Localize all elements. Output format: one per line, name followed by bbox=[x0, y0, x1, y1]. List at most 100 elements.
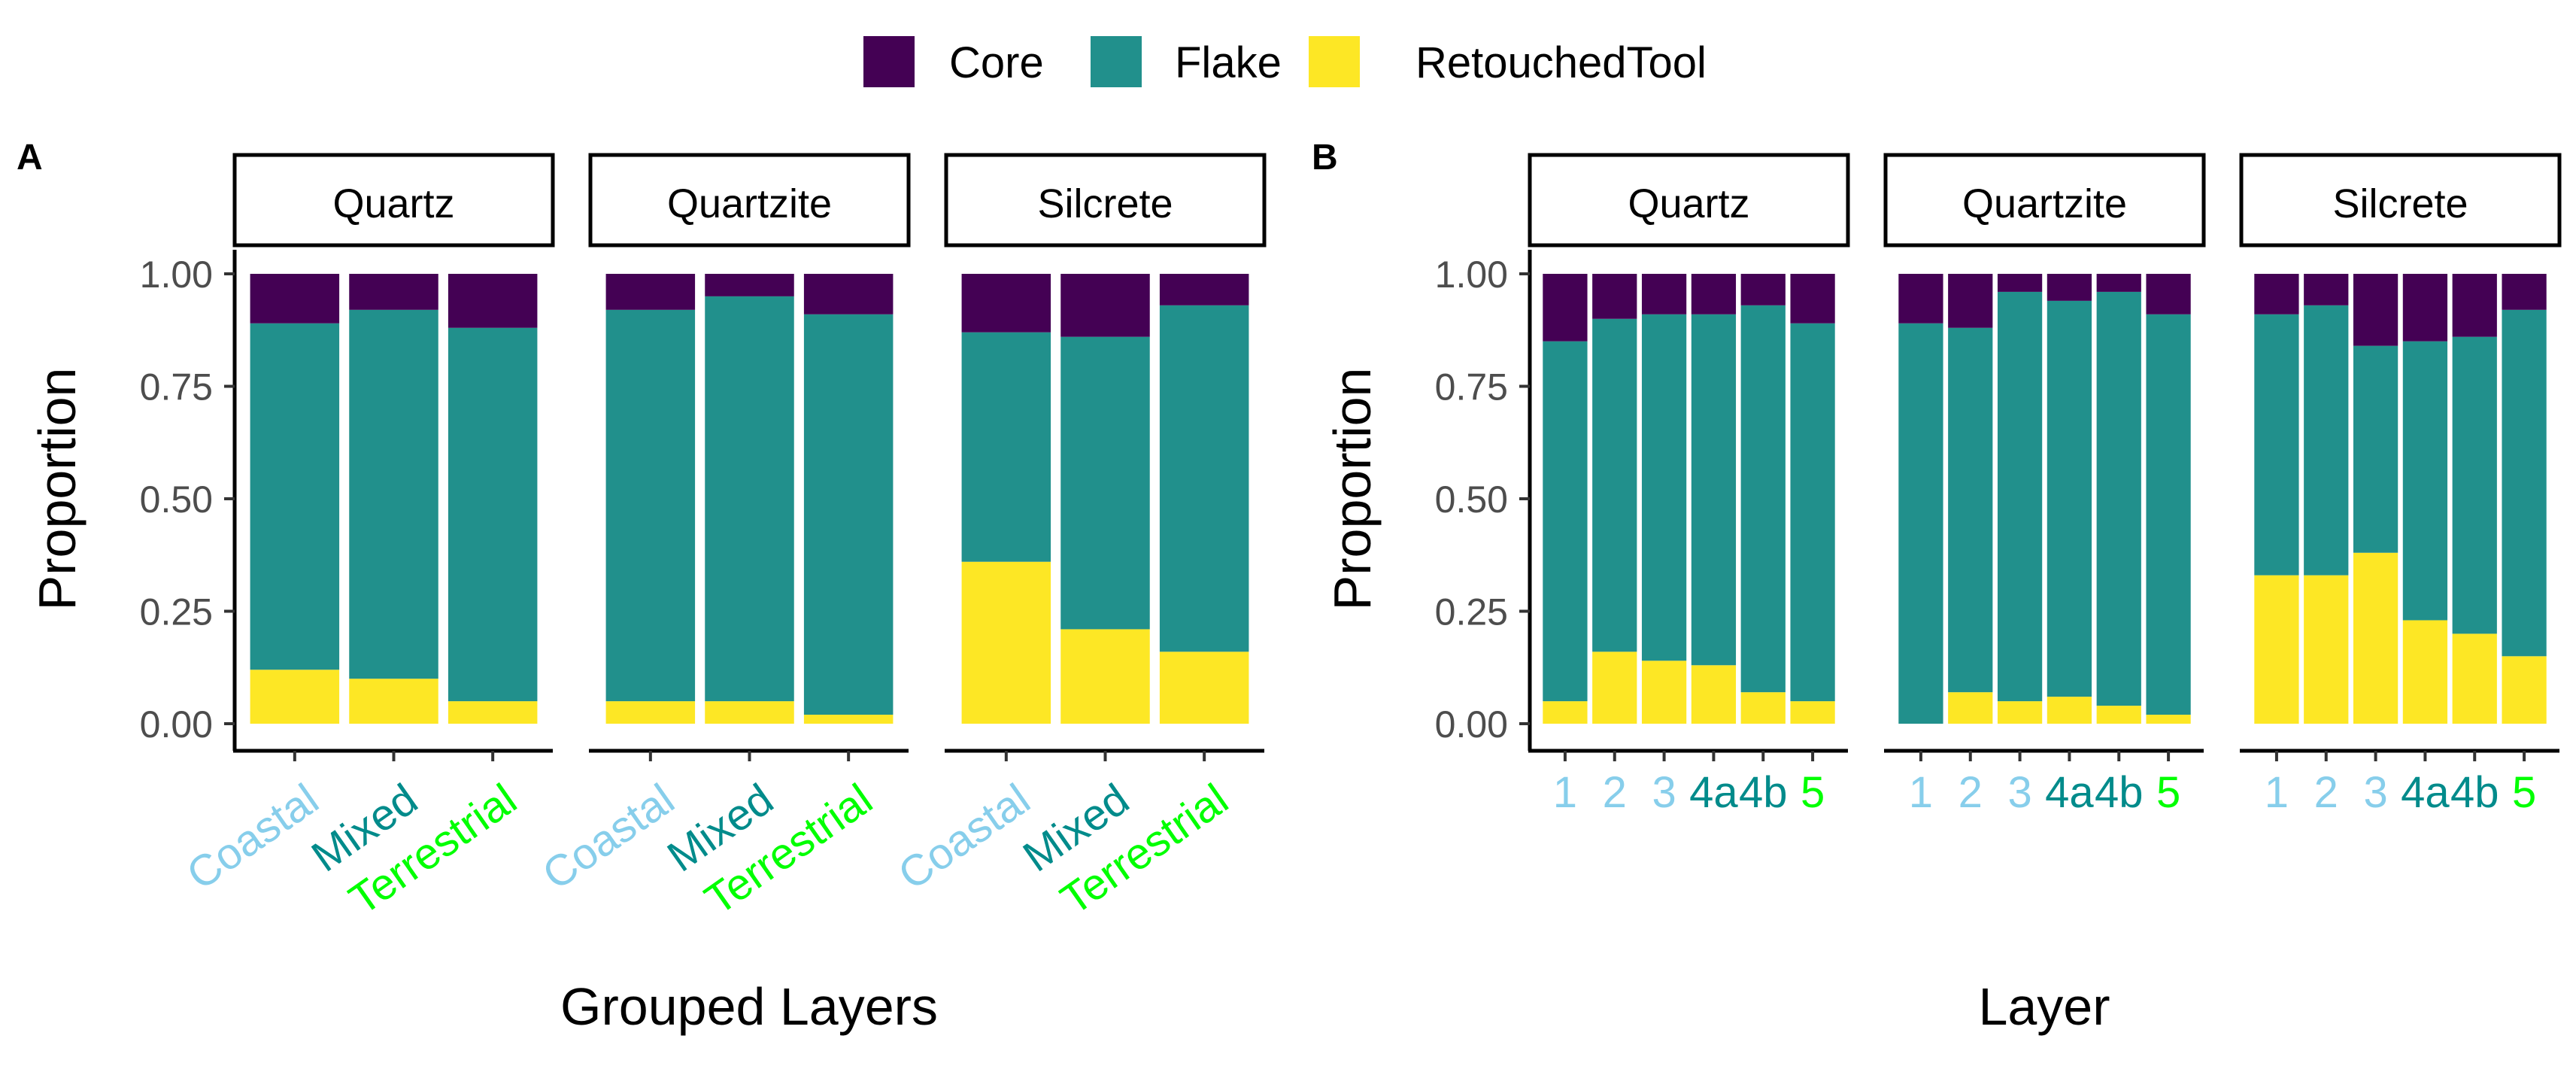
facet-silcrete: Silcrete 1 2 3 4a 4b 5 bbox=[2239, 153, 2562, 817]
facet-quartzite: Quartzite 1 2 3 4a 4b 5 bbox=[1883, 153, 2206, 817]
x-tick-label-3: 3 bbox=[2363, 768, 2387, 817]
bar-retouchedtool-coastal bbox=[605, 701, 696, 724]
bar-core-3 bbox=[1997, 274, 2043, 292]
bar-retouchedtool-3 bbox=[2353, 552, 2399, 724]
x-tick-label-1: 1 bbox=[2265, 768, 2289, 817]
x-tick-label-4b: 4b bbox=[2095, 768, 2144, 817]
bar-core-5 bbox=[2502, 274, 2547, 310]
bar-flake-3 bbox=[2353, 345, 2399, 553]
bar-retouchedtool-mixed bbox=[705, 701, 794, 724]
bar-flake-mixed bbox=[1060, 336, 1150, 630]
x-tick-label-5: 5 bbox=[2156, 768, 2180, 817]
facet-strip bbox=[2239, 153, 2562, 248]
x-tick-label-coastal: Coastal bbox=[890, 774, 1039, 899]
bar-flake-3 bbox=[1997, 291, 2043, 702]
facet-strip-label: Quartz bbox=[1628, 181, 1749, 226]
bar-core-mixed bbox=[1060, 274, 1150, 337]
x-tick-label-4a: 4a bbox=[2401, 768, 2450, 817]
facet-strip bbox=[588, 153, 911, 248]
bar-retouchedtool-3 bbox=[1997, 701, 2043, 724]
facet-strip bbox=[1883, 153, 2206, 248]
facet-strip-label: Quartz bbox=[332, 181, 454, 226]
x-tick-label-4a: 4a bbox=[1689, 768, 1738, 817]
legend: Core Flake RetouchedTool bbox=[863, 36, 1707, 87]
y-tick-label: 0.50 bbox=[1435, 478, 1508, 521]
bar-core-4a bbox=[1691, 274, 1737, 314]
x-tick-label-3: 3 bbox=[2007, 768, 2031, 817]
x-tick-label-2: 2 bbox=[2314, 768, 2338, 817]
facet-strip bbox=[1528, 153, 1850, 248]
x-axis-title: Grouped Layers bbox=[560, 977, 938, 1036]
bar-retouchedtool-3 bbox=[1641, 661, 1687, 724]
facet-strip-label: Quartzite bbox=[1962, 181, 2127, 226]
legend-key-retouchedtool bbox=[1309, 36, 1360, 87]
bar-core-coastal bbox=[961, 274, 1051, 333]
bar-retouchedtool-terrestrial bbox=[803, 715, 894, 724]
bar-flake-5 bbox=[1790, 323, 1835, 702]
bar-core-2 bbox=[1592, 274, 1637, 319]
bar-core-2 bbox=[1948, 274, 1993, 328]
legend-key-flake bbox=[1091, 36, 1142, 87]
bar-core-coastal bbox=[250, 274, 340, 323]
bar-core-3 bbox=[2353, 274, 2399, 346]
x-tick-label-5: 5 bbox=[2512, 768, 2536, 817]
bar-flake-mixed bbox=[705, 296, 794, 702]
bar-retouchedtool-2 bbox=[1948, 692, 1993, 724]
x-tick-label-1: 1 bbox=[1553, 768, 1577, 817]
x-tick-label-4a: 4a bbox=[2045, 768, 2094, 817]
bar-core-terrestrial bbox=[803, 274, 894, 314]
x-tick-label-coastal: Coastal bbox=[178, 774, 327, 899]
y-tick-label: 0.25 bbox=[1435, 591, 1508, 633]
legend-label-flake: Flake bbox=[1175, 38, 1282, 87]
bar-flake-coastal bbox=[250, 323, 340, 670]
bar-flake-5 bbox=[2146, 314, 2191, 715]
y-tick-label: 0.50 bbox=[140, 478, 213, 521]
facet-strip-label: Silcrete bbox=[2332, 181, 2468, 226]
bar-flake-2 bbox=[1592, 318, 1637, 652]
facet-strip bbox=[944, 153, 1267, 248]
panels: A Proportion 0.00 0.25 0.50 0.75 1.00 Grouped L… bbox=[17, 138, 2562, 1036]
bar-flake-terrestrial bbox=[1159, 305, 1249, 652]
bar-flake-4b bbox=[2452, 336, 2497, 634]
bar-flake-2 bbox=[2304, 305, 2349, 576]
x-tick-label-1: 1 bbox=[1909, 768, 1933, 817]
bar-flake-2 bbox=[1948, 327, 1993, 693]
bar-flake-terrestrial bbox=[448, 327, 538, 702]
y-tick-label: 1.00 bbox=[1435, 254, 1508, 296]
bar-core-4b bbox=[1740, 274, 1786, 305]
bar-core-coastal bbox=[605, 274, 696, 310]
y-tick-label: 0.75 bbox=[1435, 366, 1508, 408]
facet-strip bbox=[232, 153, 555, 248]
bar-core-terrestrial bbox=[1159, 274, 1249, 305]
bar-core-1 bbox=[1543, 274, 1588, 342]
chart-a: A Proportion 0.00 0.25 0.50 0.75 1.00 Grouped L… bbox=[17, 138, 1267, 1036]
bar-flake-3 bbox=[1641, 314, 1687, 661]
bar-flake-1 bbox=[1543, 341, 1588, 702]
bar-core-4a bbox=[2402, 274, 2448, 342]
x-tick-label-4b: 4b bbox=[1739, 768, 1788, 817]
bar-flake-1 bbox=[2254, 314, 2299, 576]
bar-core-5 bbox=[2146, 274, 2191, 314]
x-tick-label-2: 2 bbox=[1603, 768, 1627, 817]
bar-retouchedtool-4b bbox=[2452, 633, 2497, 724]
x-tick-label-5: 5 bbox=[1801, 768, 1825, 817]
bar-flake-1 bbox=[1898, 323, 1943, 724]
y-tick-label: 0.75 bbox=[140, 366, 213, 408]
chart-b: B Proportion 0.00 0.25 0.50 0.75 1.00 Layer Quar… bbox=[1312, 138, 2562, 1036]
bar-retouchedtool-2 bbox=[1592, 651, 1637, 724]
bar-retouchedtool-coastal bbox=[961, 561, 1051, 724]
bar-core-4b bbox=[2452, 274, 2497, 337]
bar-flake-mixed bbox=[349, 309, 438, 679]
bar-retouchedtool-mixed bbox=[1060, 629, 1150, 724]
bar-retouchedtool-5 bbox=[2146, 715, 2191, 724]
y-axis-title: Proportion bbox=[1323, 368, 1382, 611]
bar-core-terrestrial bbox=[448, 274, 538, 328]
bar-flake-4b bbox=[1740, 305, 1786, 693]
bar-retouchedtool-5 bbox=[1790, 701, 1835, 724]
bar-retouchedtool-terrestrial bbox=[1159, 651, 1249, 724]
legend-key-core bbox=[863, 36, 915, 87]
x-tick-label-4b: 4b bbox=[2450, 768, 2499, 817]
bar-flake-4a bbox=[2047, 300, 2092, 697]
bar-core-3 bbox=[1641, 274, 1687, 314]
